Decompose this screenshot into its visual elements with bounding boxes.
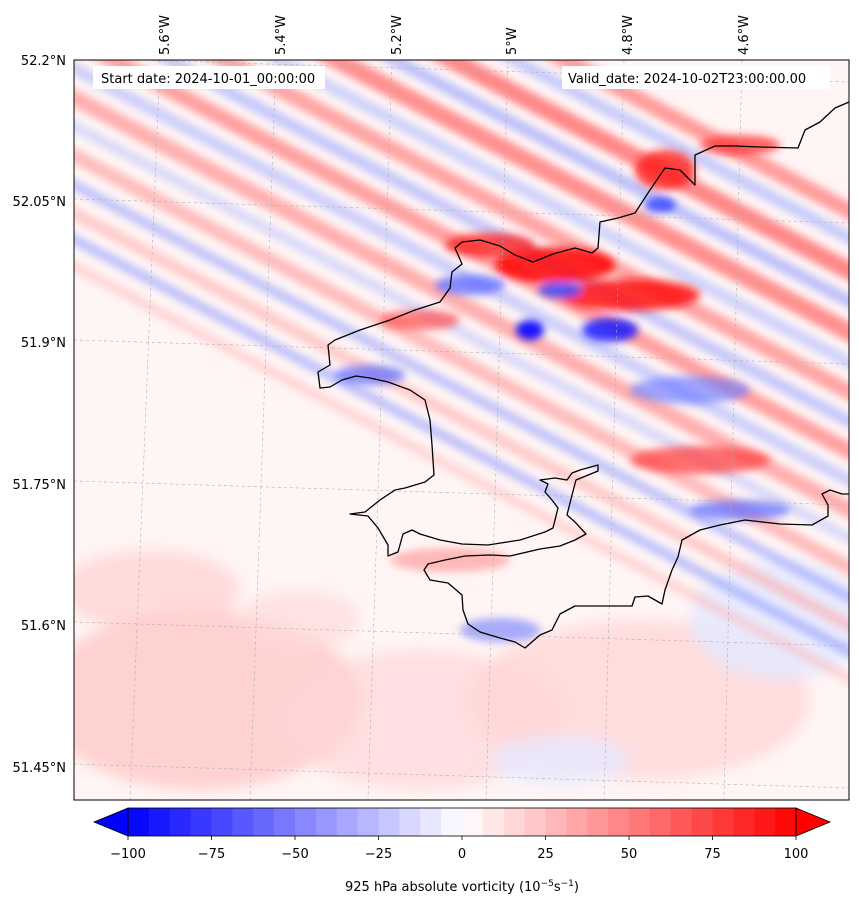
colorbar-min-extend-arrow — [92, 807, 129, 837]
colorbar-segment — [754, 808, 776, 836]
latitude-labels: 52.2°N 52.05°N 51.9°N 51.75°N 51.6°N 51.… — [13, 54, 66, 776]
colorbar-segment — [190, 808, 213, 836]
colorbar-segment — [295, 808, 317, 836]
cbar-tick-label: −75 — [198, 847, 225, 862]
cbar-tick-label: 25 — [537, 847, 554, 862]
lat-label-51-6n: 51.6°N — [21, 619, 66, 634]
start-date-label: Start date: 2024-10-01_00:00:00 — [101, 72, 315, 87]
colorbar-segment — [649, 808, 672, 836]
colorbar-segment — [482, 808, 505, 836]
lat-label-52-05n: 52.05°N — [13, 195, 66, 210]
colorbar-segment — [441, 808, 463, 836]
colorbar-segment — [629, 808, 651, 836]
colorbar-segment — [608, 808, 630, 836]
colorbar-segment — [232, 808, 254, 836]
colorbar-segment — [733, 808, 755, 836]
colorbar-segment — [399, 808, 421, 836]
lat-label-51-75n: 51.75°N — [13, 478, 66, 493]
colorbar-segment — [274, 808, 296, 836]
colorbar-title: 925 hPa absolute vorticity (10−5s−1) — [345, 879, 579, 895]
vorticity-lower-field — [74, 550, 849, 790]
lat-label-51-45n: 51.45°N — [13, 761, 66, 776]
lat-label-51-9n: 51.9°N — [21, 336, 66, 351]
lon-label-4-6w: 4.6°W — [737, 15, 752, 55]
start-date-box — [93, 66, 325, 89]
colorbar-tick-labels: −100 −75 −50 −25 0 25 50 75 100 — [110, 847, 808, 862]
colorbar-segment — [128, 808, 150, 836]
colorbar-max-extend-arrow — [795, 807, 832, 837]
header-labels: Start date: 2024-10-01_00:00:00 Valid_da… — [93, 66, 830, 89]
colorbar-segment — [712, 808, 734, 836]
longitude-labels: 5.6°W 5.4°W 5.2°W 5°W 4.8°W 4.6°W — [158, 15, 752, 55]
colorbar-segment — [462, 808, 484, 836]
colorbar-segments — [128, 808, 797, 836]
colorbar-segment — [587, 808, 609, 836]
colorbar-segment — [670, 808, 693, 836]
vorticity-strong-features — [335, 135, 790, 642]
colorbar-segment — [420, 808, 442, 836]
lon-label-5-6w: 5.6°W — [158, 15, 173, 55]
colorbar-segment — [566, 808, 588, 836]
colorbar: −100 −75 −50 −25 0 25 50 75 100 925 hPa … — [92, 807, 832, 895]
colorbar-segment — [148, 808, 171, 836]
valid-date-box — [562, 66, 830, 89]
colorbar-segment — [775, 808, 797, 836]
cbar-tick-label: −25 — [365, 847, 392, 862]
vorticity-map: Start date: 2024-10-01_00:00:00 Valid_da… — [74, 60, 849, 800]
cbar-tick-label: 0 — [458, 847, 466, 862]
colorbar-segment — [378, 808, 400, 836]
lon-label-4-8w: 4.8°W — [621, 15, 636, 55]
colorbar-segment — [524, 808, 547, 836]
lat-label-52-2n: 52.2°N — [21, 54, 66, 69]
map-frame — [73, 59, 850, 801]
colorbar-segment — [357, 808, 380, 836]
colorbar-segment — [503, 808, 526, 836]
colorbar-segment — [691, 808, 714, 836]
coastline — [317, 101, 849, 649]
cbar-tick-label: 100 — [784, 847, 809, 862]
cbar-tick-label: −100 — [110, 847, 146, 862]
cbar-tick-label: −50 — [281, 847, 308, 862]
lon-label-5-4w: 5.4°W — [274, 15, 289, 55]
cbar-tick-label: 50 — [621, 847, 638, 862]
colorbar-ticks — [127, 836, 797, 840]
colorbar-segment — [336, 808, 359, 836]
lon-label-5-2w: 5.2°W — [390, 15, 405, 55]
colorbar-segment — [169, 808, 192, 836]
cbar-tick-label: 75 — [704, 847, 721, 862]
colorbar-segment — [315, 808, 338, 836]
colorbar-segment — [253, 808, 275, 836]
colorbar-segment — [211, 808, 233, 836]
valid-date-label: Valid_date: 2024-10-02T23:00:00.00 — [568, 72, 806, 87]
colorbar-segment — [545, 808, 567, 836]
lon-label-5w: 5°W — [505, 27, 520, 55]
